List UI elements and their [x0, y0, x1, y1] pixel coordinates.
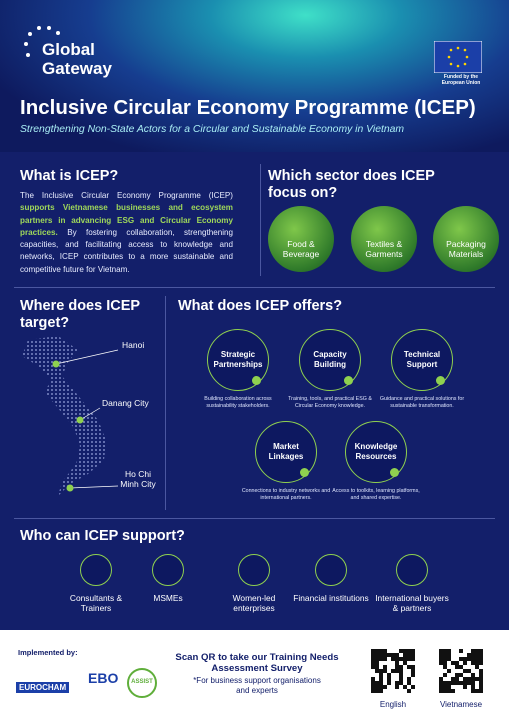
support-label: Women-led enterprises [232, 593, 276, 613]
text: The Inclusive Circular Economy Programme… [20, 191, 233, 200]
eu-flag [434, 41, 482, 73]
cta: Scan QR to take our Training Needs Asses… [175, 652, 339, 674]
location-label: Ho Chi Minh City [120, 469, 156, 489]
divider [14, 518, 495, 519]
support-label: International buyers & partners [375, 593, 449, 613]
offer-desc: Access to toolkits, learning platforms, … [332, 488, 420, 501]
offer-dot [300, 468, 309, 477]
highlight: supports Vietnamese businesses and ecosy… [20, 203, 233, 237]
logo-text: Global Gateway [42, 40, 112, 78]
divider [260, 164, 261, 276]
support-label: MSMEs [153, 593, 183, 603]
offer-desc: Connections to industry networks and int… [241, 488, 331, 501]
support-icon [396, 554, 428, 586]
qr-code[interactable] [370, 648, 416, 694]
funded-text: Funded by the European Union [441, 74, 481, 86]
location-label: Hanoi [122, 340, 145, 350]
qr-code[interactable] [438, 648, 484, 694]
location-label: Danang City [102, 398, 149, 408]
support-icon [315, 554, 347, 586]
subtitle: Strengthening Non-State Actors for a Cir… [20, 124, 405, 135]
partner-logo: EUROCHAM [16, 682, 70, 693]
section-heading: Who can ICEP support? [20, 528, 185, 544]
section-heading: What is ICEP? [20, 168, 119, 184]
footer-label: Implemented by: [18, 648, 78, 657]
offer-desc: Training, tools, and practical ESG & Cir… [288, 396, 372, 409]
partner-logo: ASSIST [127, 668, 157, 698]
text: By fostering collaboration, strengthenin… [20, 227, 234, 274]
support-icon [80, 554, 112, 586]
paragraph: The Inclusive Circular Economy Programme… [20, 190, 233, 276]
sector-circle: Packaging Materials [433, 206, 499, 272]
sector-circle: Food & Beverage [268, 206, 334, 272]
note: *For business support organisations and … [193, 676, 321, 695]
section-heading: What does ICEP offers? [178, 298, 343, 314]
section-heading: Where does ICEP target? [20, 298, 140, 331]
support-label: Consultants & Trainers [69, 593, 123, 613]
vietnam-map [22, 336, 119, 496]
section-heading: Which sector does ICEP focus on? [268, 168, 435, 201]
content-panel [0, 152, 509, 630]
title: Inclusive Circular Economy Programme (IC… [20, 96, 476, 119]
stars-logo [24, 26, 60, 57]
offer-dot [436, 376, 445, 385]
support-icon [238, 554, 270, 586]
offer-dot [390, 468, 399, 477]
offer-dot [344, 376, 353, 385]
divider [165, 296, 166, 510]
support-icon [152, 554, 184, 586]
offer-desc: Building collaboration across sustainabi… [204, 396, 272, 409]
support-label: Financial institutions [293, 593, 369, 603]
offer-desc: Guidance and practical solutions for sus… [379, 396, 465, 409]
offer-dot [252, 376, 261, 385]
qr-label: English [379, 700, 407, 709]
divider [14, 287, 495, 288]
qr-label: Vietnamese [439, 700, 483, 709]
partner-logo: EBO [88, 670, 119, 686]
footer: Implemented by: EUROCHAM EBO ASSIST Scan… [0, 630, 509, 720]
header-bg [0, 0, 509, 152]
sector-circle: Textiles & Garments [351, 206, 417, 272]
